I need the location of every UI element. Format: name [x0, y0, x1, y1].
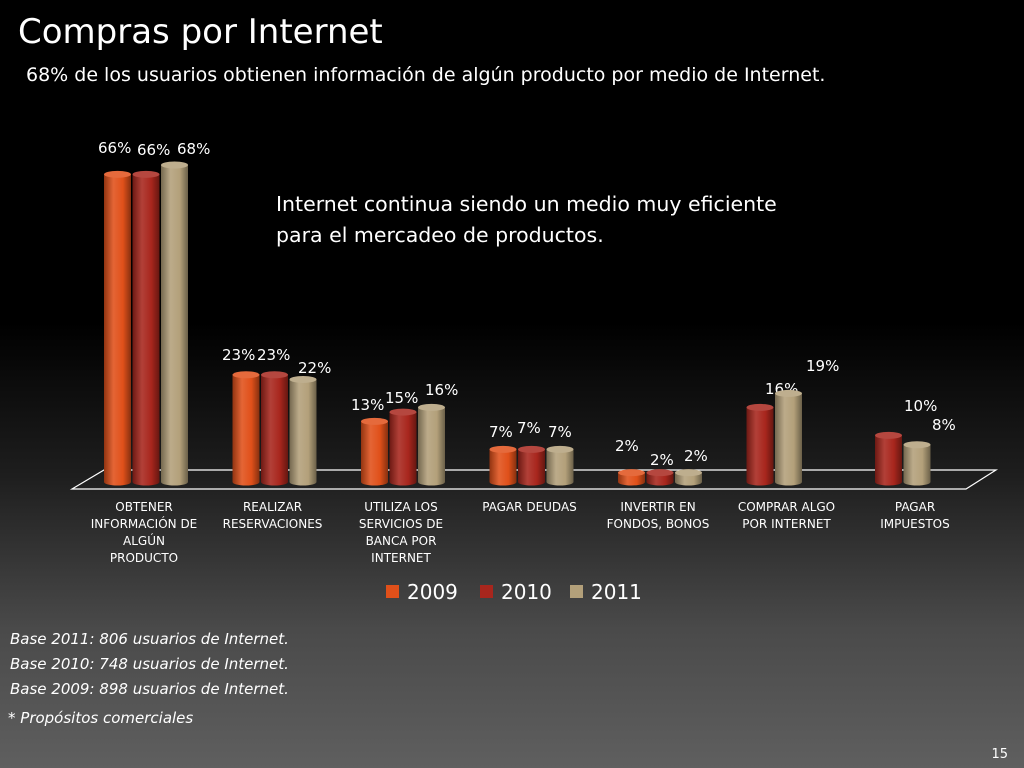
data-label-2010-cat4: 2% [650, 451, 674, 469]
data-label-2011-cat5: 19% [806, 357, 839, 375]
bar-2009-cat1 [232, 371, 260, 486]
data-label-2009-cat2: 13% [351, 396, 384, 414]
data-label-2010-cat3: 7% [517, 419, 541, 437]
legend-label-2010: 2010 [501, 580, 552, 604]
bar-2010-cat5 [746, 403, 774, 486]
data-label-2011-cat1: 22% [298, 359, 331, 377]
data-label-2010-cat0: 66% [137, 141, 170, 159]
base-note-2009: Base 2009: 898 usuarios de Internet. [10, 680, 289, 698]
legend-swatch-2010 [480, 585, 493, 598]
category-label-5: COMPRAR ALGO POR INTERNET [738, 500, 835, 531]
bar-2010-cat2 [389, 408, 417, 486]
bar-2010-cat3 [518, 445, 545, 486]
category-label-0: OBTENER INFORMACIÓN DE ALGÚN PRODUCTO [91, 500, 198, 565]
data-label-2011-cat3: 7% [548, 423, 572, 441]
subtitle: 68% de los usuarios obtienen información… [26, 64, 826, 86]
chart-floor [69, 469, 999, 490]
data-label-2009-cat0: 66% [98, 139, 131, 157]
base-note-2011: Base 2011: 806 usuarios de Internet. [10, 630, 289, 648]
page-title: Compras por Internet [18, 12, 383, 52]
bar-2011-cat0 [161, 161, 188, 486]
bar-2011-cat3 [546, 445, 574, 486]
bar-2011-cat1 [289, 375, 317, 486]
footnote: * Propósitos comerciales [8, 709, 194, 727]
page-number: 15 [991, 747, 1008, 762]
bar-2010-cat0 [132, 170, 160, 486]
base-note-2010: Base 2010: 748 usuarios de Internet. [10, 655, 289, 673]
bar-2009-cat2 [361, 417, 388, 486]
data-label-2011-cat0: 68% [177, 140, 210, 158]
bar-2011-cat6 [903, 441, 931, 486]
data-label-2011-cat4: 2% [684, 447, 708, 465]
data-label-2010-cat2: 15% [385, 389, 418, 407]
bar-2009-cat3 [489, 445, 517, 486]
data-label-2010-cat1: 23% [257, 346, 290, 364]
bar-2011-cat5 [775, 389, 802, 486]
bar-2010-cat4 [646, 469, 674, 486]
category-label-4: INVERTIR EN FONDOS, BONOS [607, 500, 710, 531]
category-label-6: PAGAR IMPUESTOS [880, 500, 950, 531]
data-label-2009-cat4: 2% [615, 437, 639, 455]
chart-annotation: Internet continua siendo un medio muy ef… [276, 192, 777, 247]
bar-2010-cat1 [261, 371, 288, 486]
legend-label-2009: 2009 [407, 580, 458, 604]
data-label-2011-cat6: 8% [932, 416, 956, 434]
legend-swatch-2011 [570, 585, 583, 598]
category-label-3: PAGAR DEUDAS [482, 500, 577, 514]
data-label-2009-cat1: 23% [222, 346, 255, 364]
data-label-2010-cat6: 10% [904, 397, 937, 415]
legend-swatch-2009 [386, 585, 399, 598]
bar-2009-cat4 [618, 469, 645, 486]
category-label-2: UTILIZA LOS SERVICIOS DE BANCA POR INTERNET [359, 500, 443, 565]
bar-2009-cat0 [104, 170, 131, 486]
bar-2011-cat4 [675, 469, 702, 486]
data-label-2011-cat2: 16% [425, 381, 458, 399]
data-label-2009-cat3: 7% [489, 423, 513, 441]
legend-label-2011: 2011 [591, 580, 642, 604]
bar-2010-cat6 [874, 431, 902, 486]
bar-2011-cat2 [418, 403, 445, 486]
category-label-1: REALIZAR RESERVACIONES [223, 500, 323, 531]
